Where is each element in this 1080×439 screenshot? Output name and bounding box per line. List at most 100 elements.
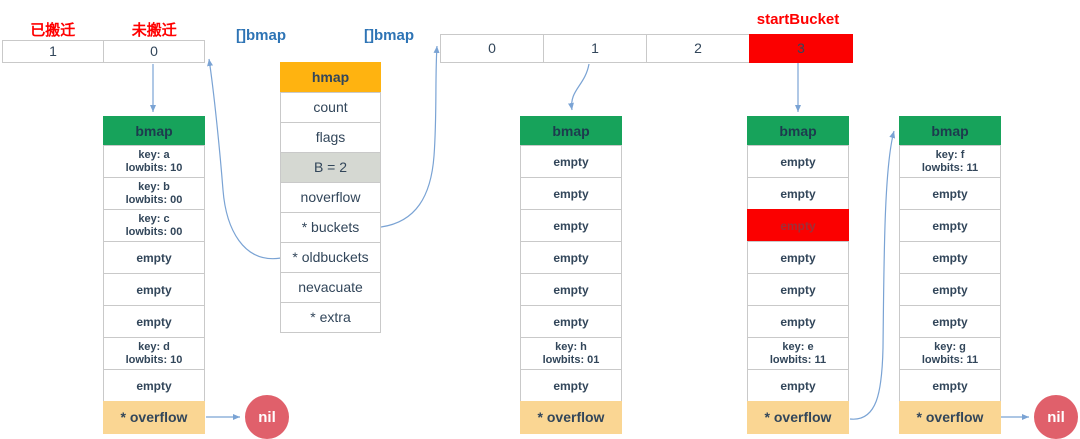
bmap-title: bmap [103,116,205,146]
hmap-field: * buckets [280,212,381,243]
bmap-slot: empty [747,273,849,306]
slot-key-line: key: f [935,148,965,161]
bmap-slot: empty [520,145,622,178]
slot-empty-label: empty [136,282,172,297]
slot-empty-label: empty [553,250,589,265]
nil-node-left: nil [245,395,289,439]
slot-empty-label: empty [780,218,816,233]
slot-empty-label: empty [553,186,589,201]
slot-empty-label: empty [136,314,172,329]
bmap-title: bmap [520,116,622,146]
slot-empty-label: empty [136,250,172,265]
hmap-field: nevacuate [280,272,381,303]
bmap-slot: empty [899,369,1001,402]
hmap-field: B = 2 [280,152,381,183]
bmap-slot: empty [103,273,205,306]
slot-empty-label: empty [780,282,816,297]
unmigrated-header: 未搬迁 [131,22,177,39]
array-cell-3: 3 [749,34,853,63]
bmap-slot: key: c lowbits: 00 [103,209,205,242]
slot-empty-label: empty [780,314,816,329]
slot-empty-label: empty [932,378,968,393]
bmap-slice-label-right: []bmap [364,27,414,44]
bmap-slot: key: d lowbits: 10 [103,337,205,370]
slot-lowbits-line: lowbits: 11 [769,353,827,366]
arrow-oldbuckets-to-migration-table [207,58,282,260]
bmap-title: bmap [899,116,1001,146]
bmap-slot: empty [747,177,849,210]
slot-key-line: key: a [138,148,170,161]
bmap-slot: empty [747,145,849,178]
slot-key-line: key: b [138,180,170,193]
array-cell-0: 0 [440,34,544,63]
overflow-pointer-cell: * overflow [103,401,205,434]
migration-table-headers: 已搬迁 未搬迁 [2,19,205,40]
bmap-slot: empty [899,273,1001,306]
slot-key-line: key: e [782,340,814,353]
overflow-pointer-cell: * overflow [899,401,1001,434]
bmap-slot: empty [747,209,849,242]
bmap-slot: empty [899,177,1001,210]
slot-empty-label: empty [780,250,816,265]
slot-key-line: key: h [555,340,587,353]
bmap-title: bmap [747,116,849,146]
migration-count-table: 1 0 [2,40,205,63]
hmap-field: count [280,92,381,123]
slot-lowbits-line: lowbits: 01 [542,353,600,366]
array-cell-2: 2 [646,34,750,63]
migrated-header: 已搬迁 [30,22,76,39]
arrow-bmap2-overflow-to-bmap3 [849,130,896,420]
slot-empty-label: empty [932,282,968,297]
bmap-overflow-bucket: bmap key: f lowbits: 11 empty empty empty empt… [899,116,1001,434]
bmap-slot: empty [520,177,622,210]
hmap-title: hmap [280,62,381,93]
bmap-bucket-1: bmap empty empty empty empty empty empty key: h… [520,116,622,434]
slot-empty-label: empty [932,314,968,329]
arrow-array1-to-bmap1 [568,63,590,111]
slot-lowbits-line: lowbits: 00 [125,225,183,238]
slot-empty-label: empty [553,378,589,393]
bmap-slot: key: h lowbits: 01 [520,337,622,370]
bmap-slot: empty [899,241,1001,274]
nil-node-right: nil [1034,395,1078,439]
bmap-slot: empty [520,305,622,338]
slot-lowbits-line: lowbits: 00 [125,193,183,206]
bmap-slot: key: e lowbits: 11 [747,337,849,370]
slot-empty-label: empty [553,154,589,169]
slot-key-line: key: d [138,340,170,353]
slot-empty-label: empty [136,378,172,393]
overflow-pointer-cell: * overflow [520,401,622,434]
slot-empty-label: empty [780,186,816,201]
slot-empty-label: empty [932,218,968,233]
slot-empty-label: empty [780,154,816,169]
slot-key-line: key: c [138,212,170,225]
bmap-slot: empty [520,241,622,274]
bmap-slot: key: f lowbits: 11 [899,145,1001,178]
bmap-slot: key: a lowbits: 10 [103,145,205,178]
bmap-slot: empty [747,241,849,274]
bmap-slot: empty [899,305,1001,338]
unmigrated-count-cell: 0 [103,40,205,63]
slot-empty-label: empty [553,218,589,233]
slot-empty-label: empty [932,186,968,201]
bmap-bucket-old-0: bmap key: a lowbits: 10 key: b lowbits: 00 ke… [103,116,205,434]
bmap-slot: key: b lowbits: 00 [103,177,205,210]
slot-lowbits-line: lowbits: 10 [125,161,183,174]
bmap-slice-label-left: []bmap [236,27,286,44]
bmap-slot: empty [520,273,622,306]
bmap-slot: empty [520,369,622,402]
slot-lowbits-line: lowbits: 10 [125,353,183,366]
hmap-field: * extra [280,302,381,333]
overflow-pointer-cell: * overflow [747,401,849,434]
bmap-slot: empty [520,209,622,242]
arrow-buckets-to-bucket-array [380,45,440,228]
slot-lowbits-line: lowbits: 11 [921,161,979,174]
migrated-count-cell: 1 [2,40,104,63]
bmap-slot: empty [103,369,205,402]
bmap-slot: empty [899,209,1001,242]
hmap-field: flags [280,122,381,153]
slot-empty-label: empty [553,314,589,329]
hmap-struct: hmap count flags B = 2 noverflow * buckets * o… [280,62,381,333]
